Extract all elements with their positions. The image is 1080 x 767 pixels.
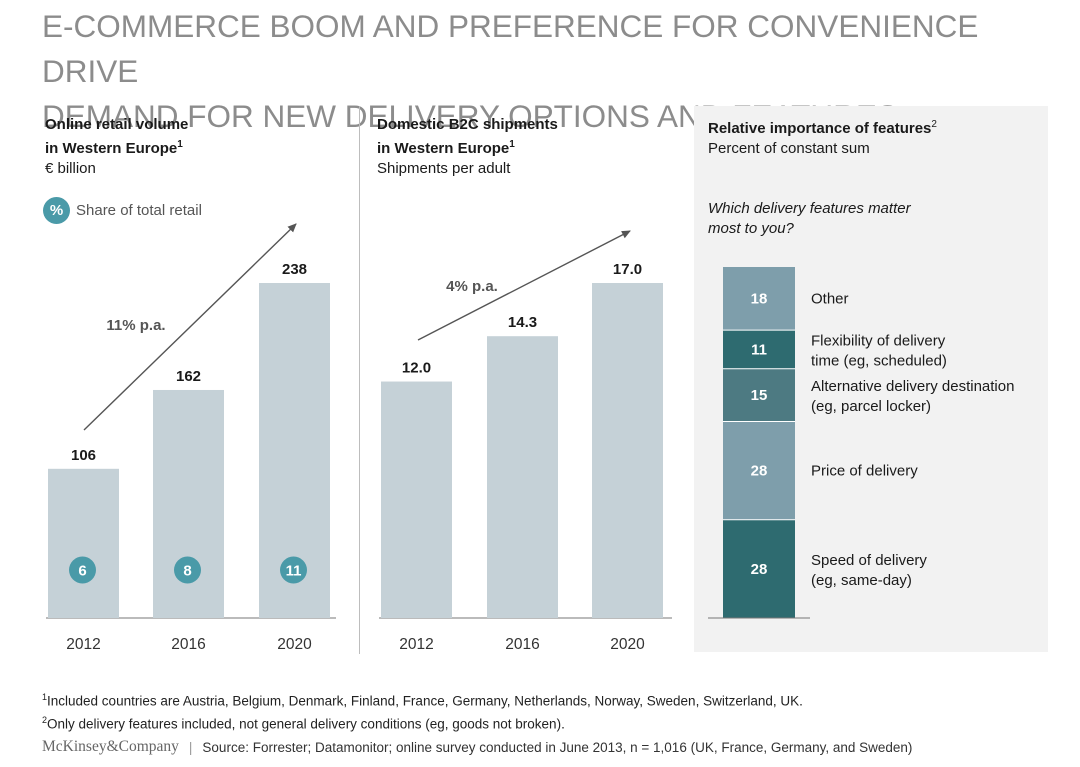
shipments-bar-2016 [487,336,558,618]
retail-value-label: 238 [282,261,307,278]
share-legend: % Share of total retail [43,197,202,224]
shipments-unit: Shipments per adult [377,160,511,177]
share-legend-label: Share of total retail [76,202,202,219]
footnote-1: Included countries are Austria, Belgium,… [47,693,803,709]
feature-name-label-line2: (eg, parcel locker) [811,398,931,415]
shipments-bar-2020 [592,283,663,618]
footnote-1-mark: 1 [42,692,48,702]
features-panel-title: Relative importance of features2 Percent… [708,115,937,159]
feature-value-label: 11 [751,341,767,358]
shipments-title-line1: Domestic B2C shipments [377,116,558,133]
feature-name-label-line2: time (eg, scheduled) [811,352,947,369]
footnote-2-mark: 2 [42,714,48,725]
brand-logo: McKinsey&Company [42,738,179,755]
source-text: Source: Forrester; Datamonitor; online s… [202,739,913,755]
feature-value-label: 18 [751,291,768,308]
retail-bar-2016 [153,389,224,618]
retail-year-label: 2016 [171,636,205,653]
shipments-title-line2: in Western Europe [377,140,510,157]
shipments-growth-arrow [417,230,631,341]
share-value-label: 11 [286,563,302,580]
retail-bar-2012 [48,468,119,618]
shipments-value-label: 17.0 [613,261,642,278]
feature-segment-4 [723,421,795,520]
share-value-label: 6 [78,563,86,580]
retail-year-label: 2020 [277,636,312,653]
feature-segment-2 [723,330,795,369]
share-badge-icon [280,556,307,584]
footnotes: 1Included countries are Austria, Belgium… [42,688,803,733]
feature-segment-5 [723,519,795,618]
shipments-year-label: 2016 [505,636,539,653]
feature-name-label-line2: (eg, same-day) [811,572,912,589]
retail-growth-arrow [83,223,297,431]
shipments-growth-label: 4% p.a. [446,278,498,295]
features-title-line1: Relative importance of features [708,120,932,137]
panel-divider [359,106,360,654]
page-title-line1: E-COMMERCE BOOM AND PREFERENCE FOR CONVE… [42,8,979,89]
shipments-year-label: 2012 [399,636,433,653]
feature-name-label: Price of delivery [811,463,918,480]
retail-value-label: 106 [71,447,96,464]
retail-title-line1: Online retail volume [45,116,189,133]
retail-title-footnote-mark: 1 [177,139,183,150]
source-separator: | [188,739,193,755]
feature-value-label: 28 [751,463,768,480]
feature-value-label: 15 [751,387,768,404]
retail-year-label: 2012 [66,636,100,653]
share-badge-icon [174,556,201,584]
share-badge-icon [69,556,96,584]
feature-name-label: Speed of delivery [811,552,927,569]
retail-title-line2: in Western Europe [45,140,178,157]
shipments-panel-title: Domestic B2C shipments in Western Europe… [377,115,558,179]
feature-name-label: Flexibility of delivery [811,332,946,349]
feature-segment-3 [723,368,795,422]
survey-question-line1: Which delivery features matter [708,200,911,217]
feature-value-label: 28 [751,561,768,578]
percent-badge-icon: % [43,197,70,224]
shipments-year-label: 2020 [610,636,645,653]
retail-value-label: 162 [176,368,201,385]
survey-question-line2: most to you? [708,220,794,237]
features-unit: Percent of constant sum [708,140,870,157]
shipments-bar-2012 [381,381,452,618]
feature-segment-1 [723,267,795,331]
features-title-footnote-mark: 2 [931,119,937,130]
share-value-label: 8 [183,563,191,580]
footnote-2: Only delivery features included, not gen… [47,716,565,731]
retail-growth-label: 11% p.a. [106,317,165,334]
survey-question: Which delivery features matter most to y… [708,199,1008,239]
retail-panel-title: Online retail volume in Western Europe1 … [45,115,188,179]
shipments-value-label: 14.3 [508,314,537,331]
feature-name-label: Other [811,291,849,308]
shipments-value-label: 12.0 [402,360,431,377]
retail-unit: € billion [45,160,96,177]
shipments-title-footnote-mark: 1 [509,139,515,150]
feature-name-label: Alternative delivery destination [811,378,1014,395]
source-line: McKinsey&Company | Source: Forrester; Da… [42,738,912,756]
